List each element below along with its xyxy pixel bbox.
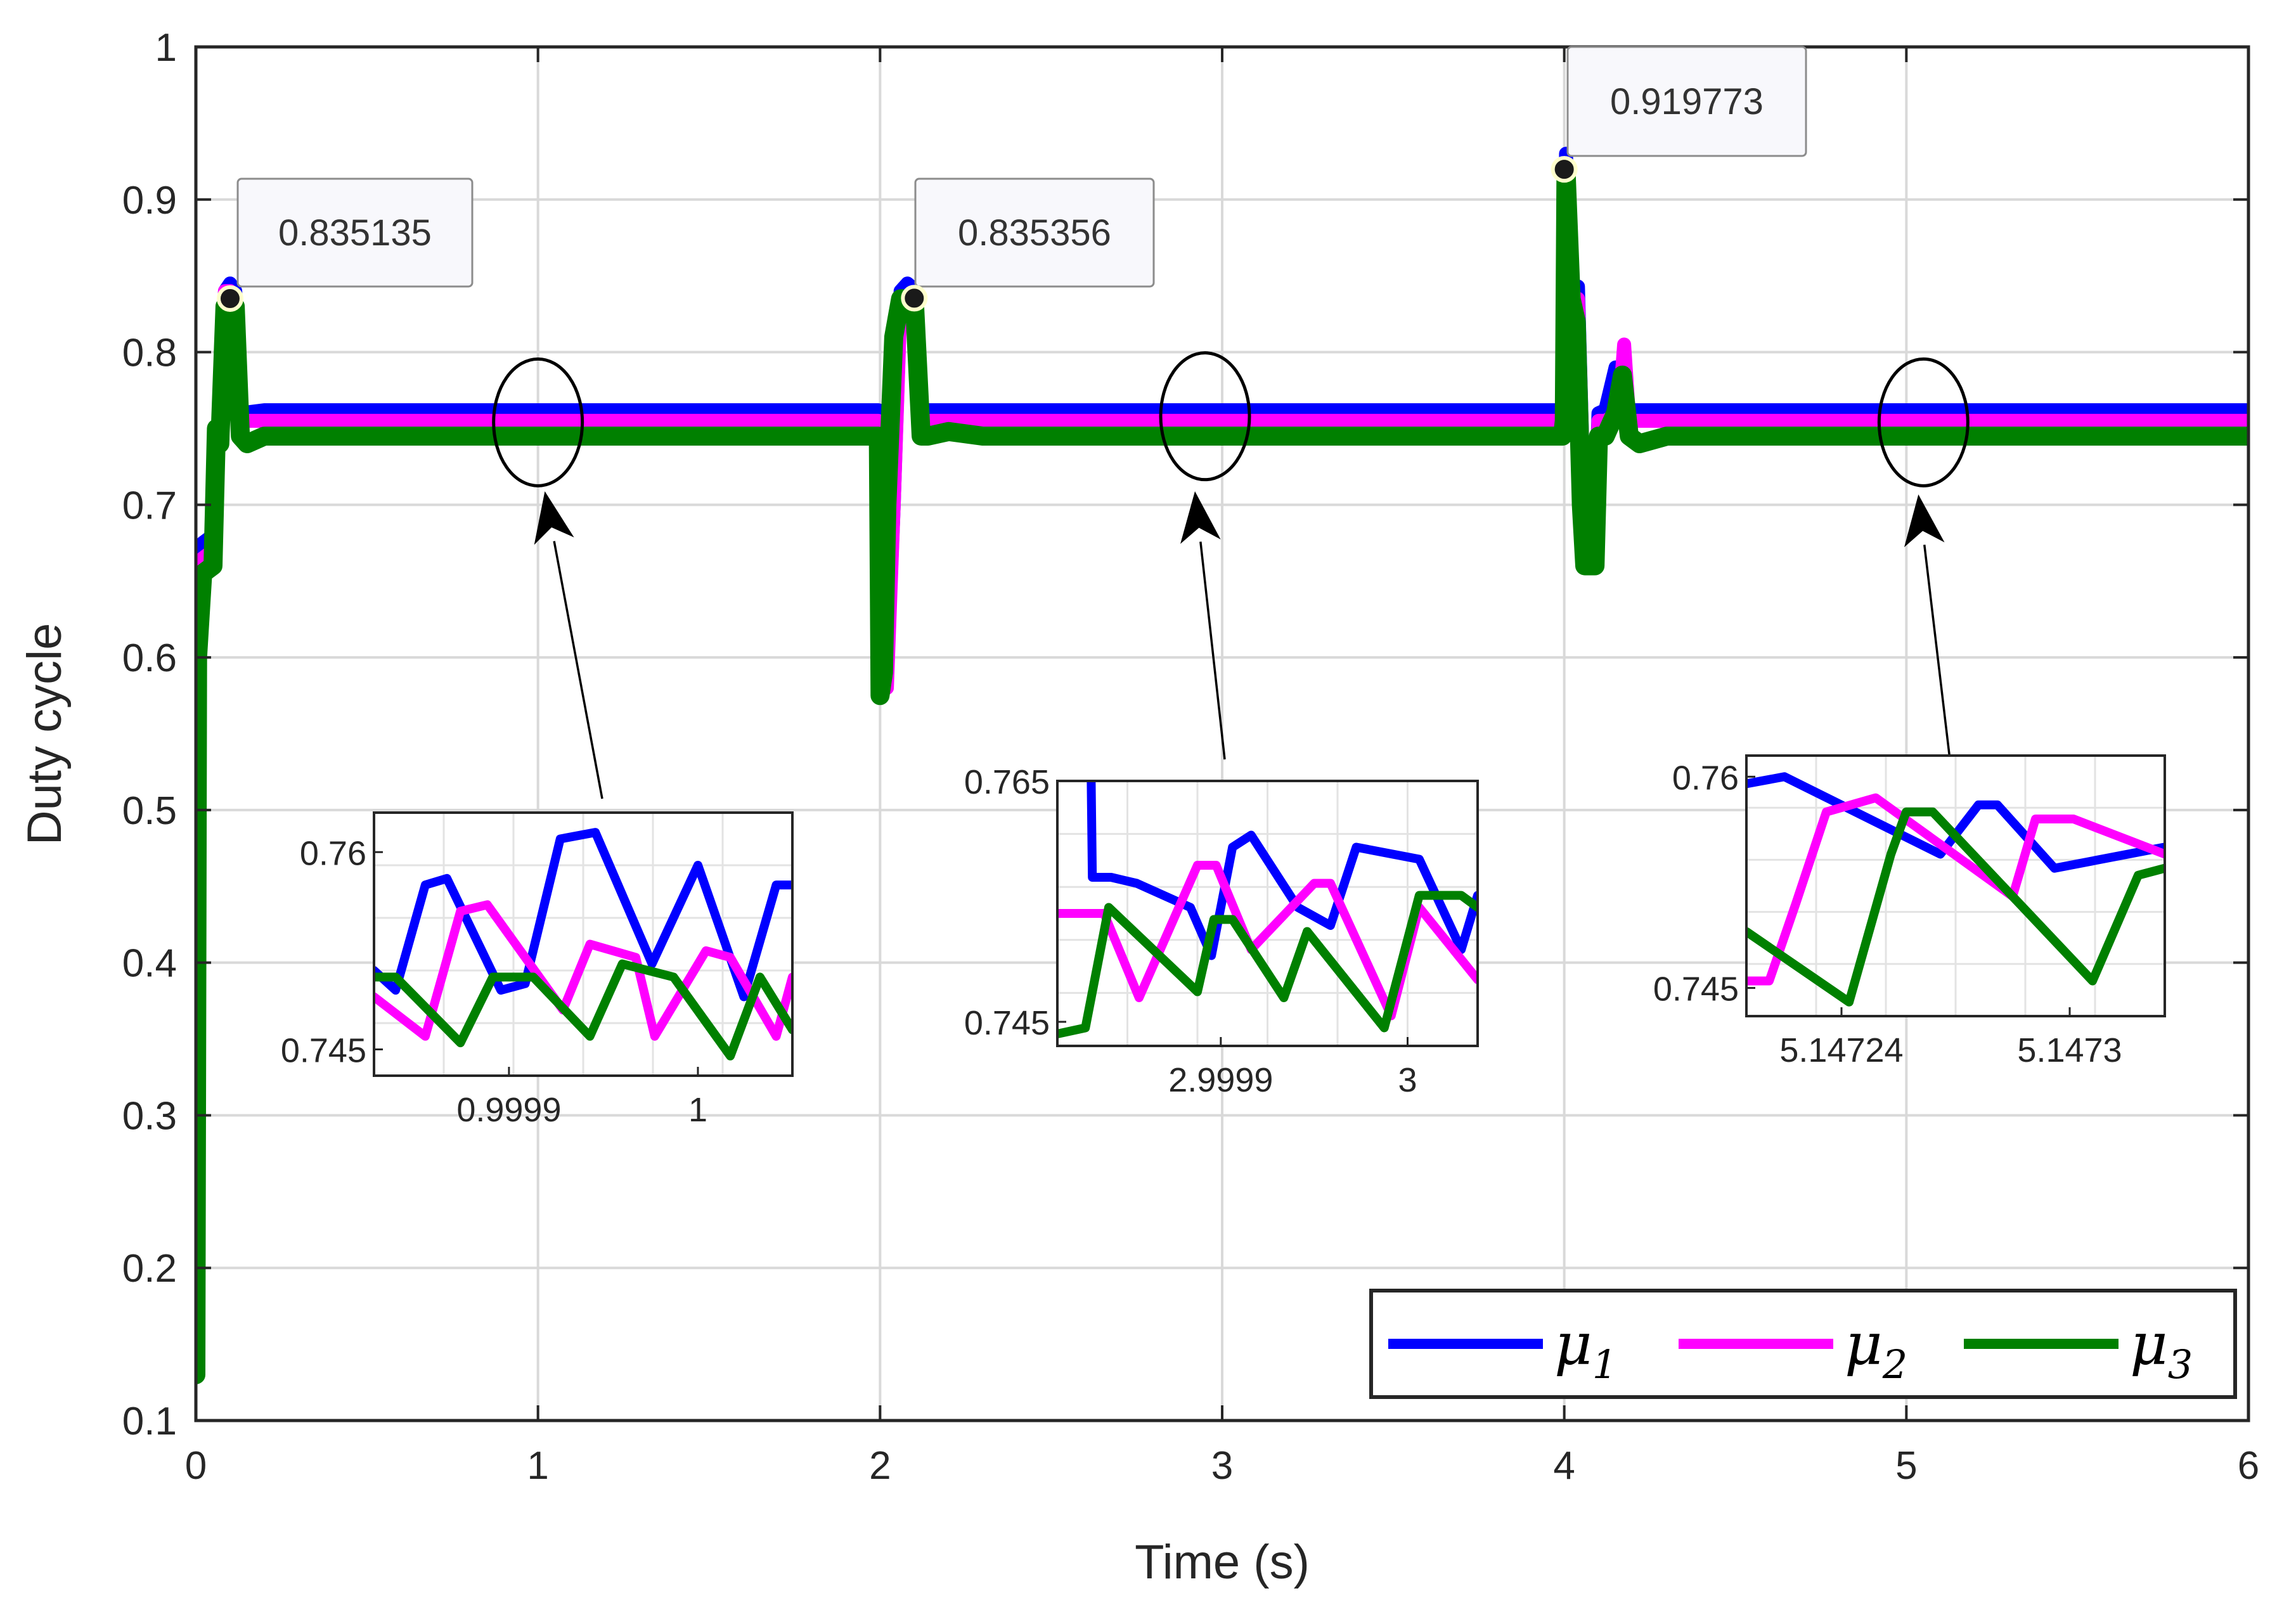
y-tick-label: 0.1 <box>122 1400 177 1443</box>
legend-symbol: μ <box>2130 1310 2168 1378</box>
callout-ellipse <box>1159 351 1251 482</box>
inset-y-tick-label: 0.745 <box>281 1032 366 1070</box>
y-tick-label: 0.7 <box>122 484 177 527</box>
inset-series <box>1057 781 1478 1038</box>
inset-series <box>374 828 792 1060</box>
inset-1: 0.9999 1 0.745 0.76 <box>281 811 794 1129</box>
inset-y-tick-label: 0.765 <box>964 763 1050 801</box>
inset-x-tick-label: 0.9999 <box>456 1091 561 1129</box>
data-tip-box <box>1566 46 1807 157</box>
inset-line-mu1 <box>1746 772 2165 873</box>
data-tip-label: 0.835356 <box>958 212 1111 254</box>
zoom-insets: 0.9999 1 0.745 0.76 2.9999 3 0.745 0.765 5.14724… <box>281 754 2166 1129</box>
inset-y-tick-label: 0.745 <box>1653 970 1739 1009</box>
y-tick-label: 0.5 <box>122 789 177 833</box>
inset-y-tick-label: 0.745 <box>964 1004 1050 1042</box>
y-tick-label: 0.4 <box>122 942 177 986</box>
data-tip-3: 0.919773 <box>1551 46 1807 183</box>
main-axis-ticks: 0 1 2 3 4 5 6 0.1 0.2 0.3 0.4 0.5 0.6 0.7 0.8 0.9 1 <box>122 26 2259 1488</box>
y-tick-label: 0.9 <box>122 179 177 222</box>
callout-ellipse <box>1877 357 1970 487</box>
y-tick-label: 0.2 <box>122 1247 177 1291</box>
inset-line-mu1 <box>374 828 792 1002</box>
inset-y-tick-label: 0.76 <box>1672 759 1739 797</box>
inset-frame <box>373 811 794 1077</box>
x-tick-label: 6 <box>2238 1444 2259 1488</box>
legend-label: μ1 <box>1554 1310 1617 1388</box>
legend: μ1 μ2 μ3 <box>1369 1289 2237 1399</box>
zoom-arrow-head <box>1904 494 1945 548</box>
y-tick-label: 0.8 <box>122 332 177 375</box>
inset-2: 2.9999 3 0.745 0.765 <box>964 763 1479 1099</box>
x-axis-title: Time (s) <box>1135 1535 1310 1589</box>
callout-ellipse <box>492 357 584 487</box>
zoom-arrow-line <box>1923 545 1952 771</box>
x-tick-label: 3 <box>1211 1444 1233 1488</box>
inset-series <box>1746 772 2165 1007</box>
inset-y-tick-label: 0.76 <box>300 834 366 872</box>
inset-x-tick-label: 5.14724 <box>1779 1031 1903 1069</box>
data-tip-label: 0.919773 <box>1610 81 1764 122</box>
zoom-arrow-line <box>553 541 603 799</box>
x-tick-label: 5 <box>1895 1444 1917 1488</box>
data-tip-box <box>914 177 1155 288</box>
legend-label: μ2 <box>1845 1310 1907 1388</box>
y-tick-label: 0.3 <box>122 1094 177 1138</box>
y-axis-title: Duty cycle <box>18 623 72 846</box>
data-tip-2: 0.835356 <box>901 177 1155 312</box>
inset-line-mu3 <box>1057 891 1478 1038</box>
inset-line-mu2 <box>374 900 792 1041</box>
legend-entry-mu1: μ1 <box>1388 1310 1617 1388</box>
legend-symbol: μ <box>1554 1310 1592 1378</box>
inset-x-tick-label: 5.1473 <box>2017 1031 2122 1069</box>
legend-subscript: 3 <box>2168 1341 2193 1388</box>
data-tip-1: 0.835135 <box>216 177 474 312</box>
callout-ellipses <box>492 351 1970 487</box>
inset-x-tick-label: 3 <box>1398 1061 1417 1099</box>
y-tick-label: 0.6 <box>122 636 177 680</box>
x-tick-label: 2 <box>869 1444 891 1488</box>
legend-label: μ3 <box>2130 1310 2193 1388</box>
inset-3: 5.14724 5.1473 0.745 0.76 <box>1653 754 2166 1069</box>
data-tip-marker <box>901 285 928 312</box>
y-tick-label: 1 <box>155 26 177 70</box>
x-tick-label: 0 <box>185 1444 207 1488</box>
zoom-arrow-head <box>1180 491 1221 545</box>
inset-frame <box>1056 780 1479 1047</box>
zoom-arrow-head <box>534 491 574 545</box>
data-tip-marker <box>1551 156 1578 183</box>
data-tip-marker <box>216 285 243 312</box>
inset-x-tick-label: 1 <box>688 1091 707 1129</box>
legend-subscript: 2 <box>1882 1341 1907 1388</box>
inset-frame <box>1745 754 2166 1017</box>
inset-line-mu3 <box>1746 807 2165 1007</box>
inset-x-tick-label: 2.9999 <box>1168 1061 1273 1099</box>
x-tick-label: 4 <box>1553 1444 1575 1488</box>
data-tip-label: 0.835135 <box>278 212 432 254</box>
zoom-arrows <box>534 491 1952 799</box>
legend-subscript: 1 <box>1592 1341 1617 1388</box>
legend-entry-mu3: μ3 <box>1964 1310 2193 1388</box>
inset-line-mu3 <box>374 959 792 1060</box>
legend-entry-mu2: μ2 <box>1679 1310 1907 1388</box>
data-tips: 0.835135 0.835356 0.919773 <box>216 46 1807 312</box>
data-tip-box <box>236 177 474 288</box>
x-tick-label: 1 <box>527 1444 548 1488</box>
legend-symbol: μ <box>1845 1310 1883 1378</box>
zoom-arrow-line <box>1199 541 1226 760</box>
inset-line-mu1 <box>1087 781 1478 960</box>
